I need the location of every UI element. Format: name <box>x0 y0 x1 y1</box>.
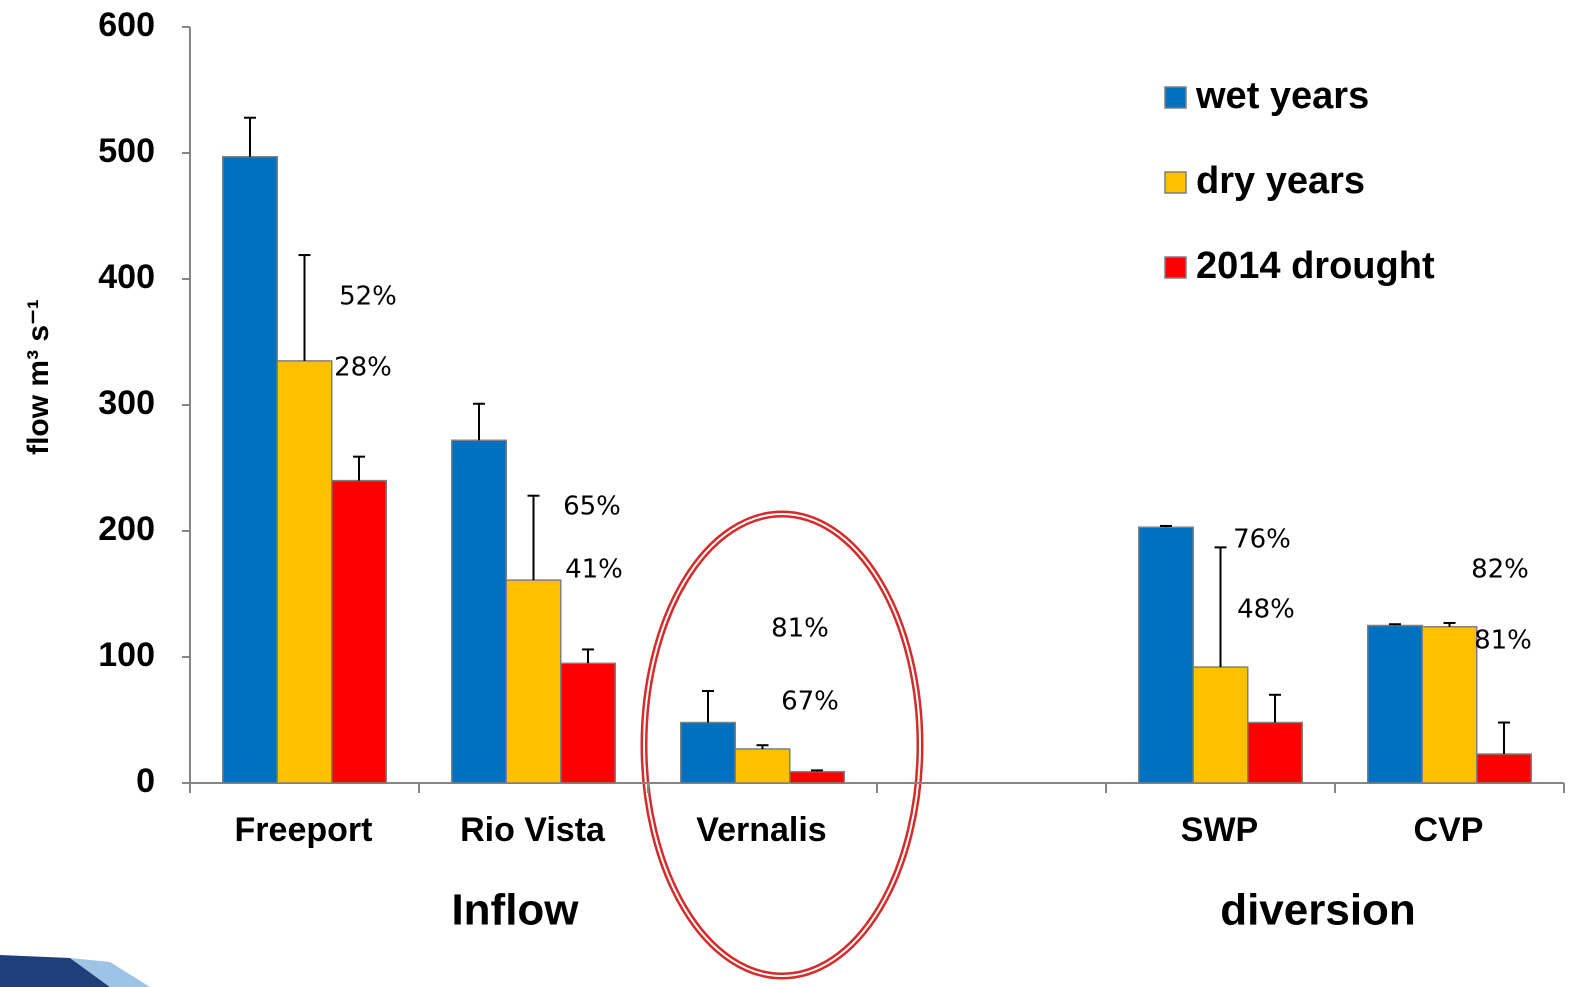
annotation: 81% <box>771 614 829 644</box>
bar <box>1138 526 1194 784</box>
x-tick-label: CVP <box>1414 811 1484 849</box>
group-label: diversion <box>1220 886 1416 935</box>
annotation: 81% <box>1474 626 1532 656</box>
bar <box>276 360 333 784</box>
group-label: Inflow <box>451 886 579 935</box>
bar <box>1192 666 1249 784</box>
annotation: 76% <box>1233 525 1291 555</box>
decoration <box>0 955 110 987</box>
bar <box>505 579 562 784</box>
bar <box>1247 721 1303 784</box>
decoration <box>40 955 150 987</box>
x-tick-label: Freeport <box>235 811 373 849</box>
x-tick-label: Rio Vista <box>460 811 606 849</box>
y-tick-label: 300 <box>98 384 155 422</box>
x-tick-label: Vernalis <box>696 811 826 849</box>
y-tick-label: 500 <box>98 132 155 170</box>
annotation: 41% <box>565 555 623 585</box>
bar <box>1476 753 1532 784</box>
annotation: 82% <box>1471 555 1529 585</box>
legend-swatch <box>1164 256 1187 279</box>
legend-label: wet years <box>1195 75 1369 117</box>
bar <box>789 770 845 784</box>
y-tick-label: 100 <box>98 636 155 674</box>
y-tick-label: 0 <box>136 762 155 800</box>
annotation: 28% <box>334 353 392 383</box>
annotation: 67% <box>781 687 839 717</box>
y-axis-label: flow m³ s⁻¹ <box>22 299 55 455</box>
legend-label: 2014 drought <box>1196 245 1435 287</box>
bar <box>1367 624 1423 784</box>
legend-swatch <box>1164 86 1187 109</box>
bar <box>680 721 736 784</box>
bar <box>451 439 507 784</box>
legend-swatch <box>1164 171 1187 194</box>
y-tick-label: 400 <box>98 258 155 296</box>
legend-label: dry years <box>1196 160 1365 202</box>
y-tick-label: 200 <box>98 510 155 548</box>
annotation: 52% <box>339 282 397 312</box>
bar <box>560 662 616 784</box>
x-tick-label: SWP <box>1181 811 1258 849</box>
annotation: 65% <box>563 492 621 522</box>
bar <box>1421 626 1478 784</box>
highlight-ellipse <box>643 513 921 977</box>
bar <box>331 479 387 784</box>
bar <box>734 748 791 784</box>
bar <box>222 156 278 784</box>
annotation: 48% <box>1237 595 1295 625</box>
y-tick-label: 600 <box>98 6 155 44</box>
